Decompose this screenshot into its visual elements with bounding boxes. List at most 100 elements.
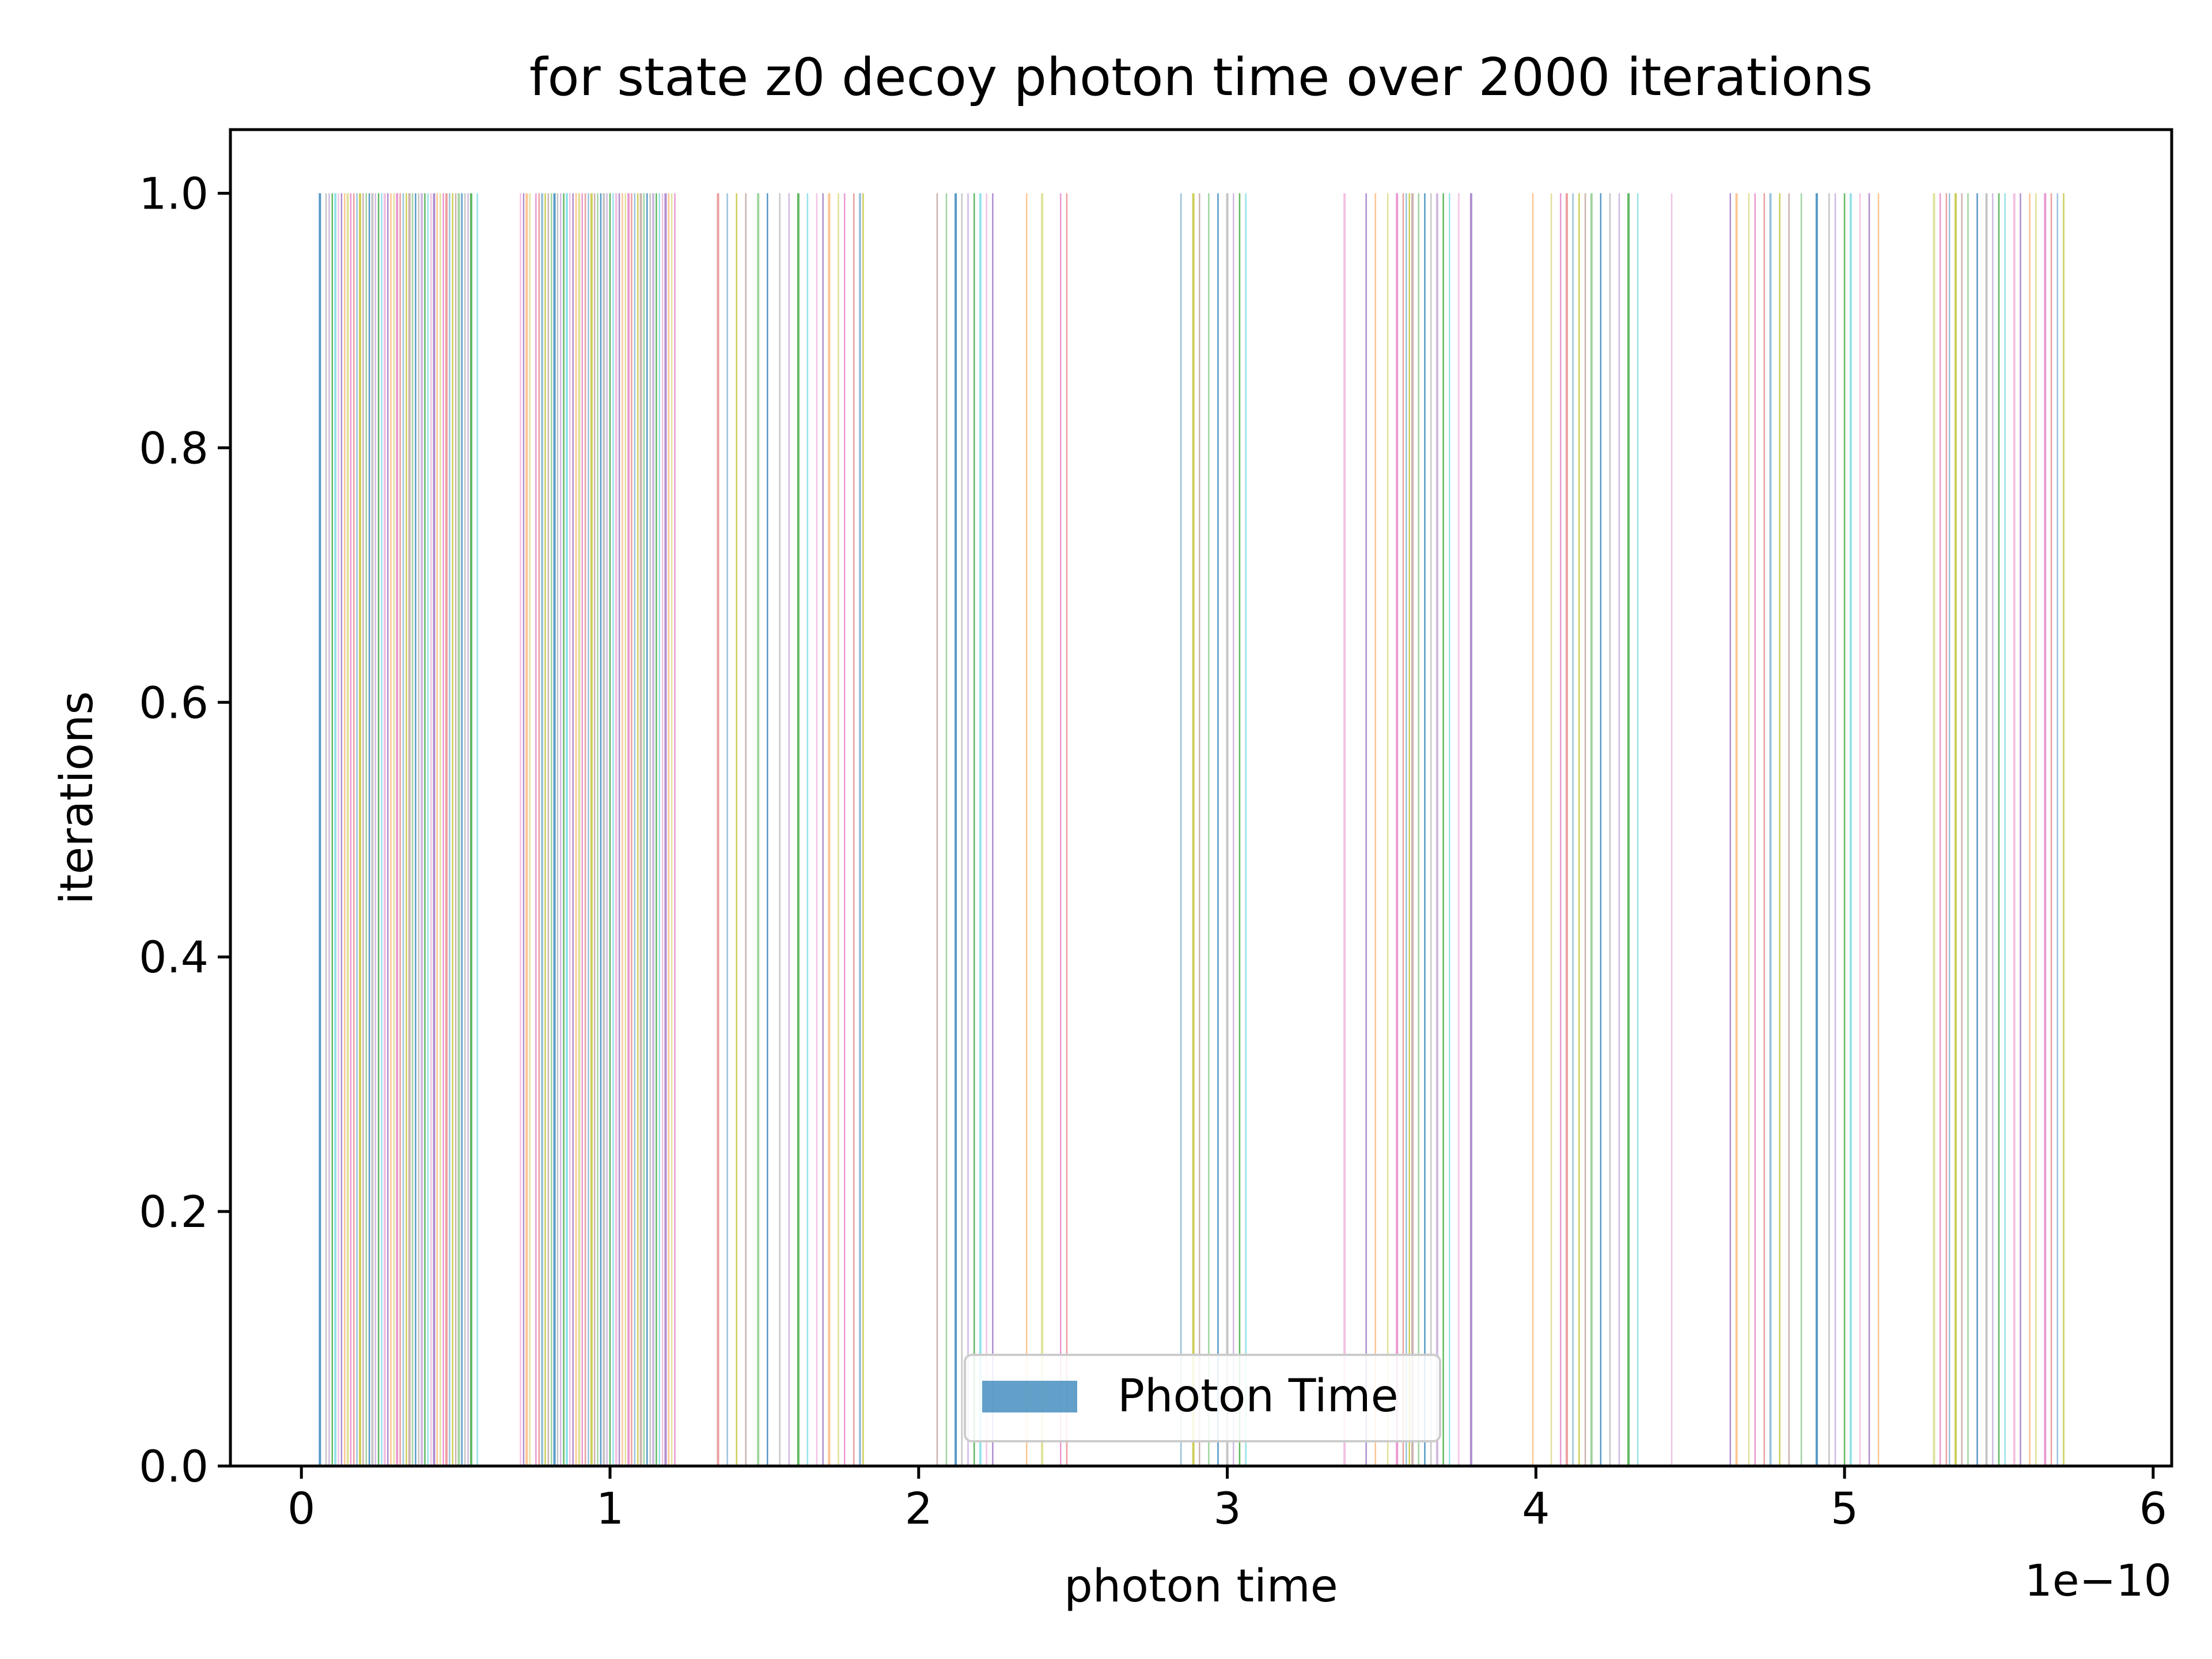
- bar: [649, 193, 651, 1467]
- bar: [955, 193, 957, 1467]
- bar: [658, 193, 660, 1467]
- y-tick-label: 0.8: [139, 422, 209, 474]
- bar: [359, 193, 362, 1467]
- bar: [838, 193, 839, 1467]
- bar: [1578, 193, 1580, 1467]
- bar: [1754, 193, 1756, 1467]
- bar: [606, 193, 608, 1467]
- bar: [346, 193, 349, 1467]
- bar: [661, 193, 664, 1467]
- bar: [1233, 193, 1234, 1467]
- bar: [2050, 193, 2052, 1467]
- bar: [643, 193, 645, 1467]
- bar: [1815, 193, 1818, 1467]
- bar: [652, 193, 655, 1467]
- bar: [843, 193, 846, 1467]
- bar: [1418, 193, 1419, 1467]
- x-tick-label: 3: [1213, 1483, 1241, 1534]
- x-ticks: 0 1 2 3 4 5 6: [287, 1466, 2167, 1534]
- bar: [445, 193, 448, 1467]
- bar: [1618, 193, 1620, 1467]
- bar: [377, 193, 380, 1467]
- bar: [522, 193, 525, 1467]
- bar: [550, 193, 552, 1467]
- bar: [1788, 193, 1790, 1467]
- bar: [560, 193, 562, 1467]
- bar: [1933, 193, 1936, 1467]
- bar: [671, 193, 673, 1467]
- bar: [615, 193, 618, 1467]
- bar: [399, 193, 401, 1467]
- bar: [393, 193, 395, 1467]
- bar: [1226, 193, 1229, 1467]
- bar: [338, 193, 339, 1467]
- bar: [520, 193, 521, 1467]
- bar: [525, 193, 528, 1467]
- bar: [1961, 193, 1963, 1467]
- bar: [858, 193, 861, 1467]
- bar: [979, 193, 982, 1467]
- bar: [1449, 193, 1450, 1467]
- bar: [797, 193, 800, 1467]
- bar: [668, 193, 670, 1467]
- bar: [1458, 193, 1460, 1467]
- bar: [1402, 193, 1404, 1467]
- bar: [538, 193, 540, 1467]
- bar: [1954, 193, 1957, 1467]
- bar: [1217, 193, 1219, 1467]
- bar: [365, 193, 367, 1467]
- bar: [1600, 193, 1602, 1467]
- bar: [436, 193, 438, 1467]
- bar: [424, 193, 426, 1467]
- bar: [457, 193, 460, 1467]
- bar: [427, 193, 429, 1467]
- x-tick-label: 0: [287, 1483, 315, 1534]
- bar: [2063, 193, 2065, 1467]
- bar: [1868, 193, 1870, 1467]
- chart-title: for state z0 decoy photon time over 2000…: [529, 47, 1873, 108]
- bar: [1408, 193, 1410, 1467]
- bar: [415, 193, 416, 1467]
- bar: [1763, 193, 1766, 1467]
- bar: [584, 193, 586, 1467]
- bar: [609, 193, 611, 1467]
- bar: [563, 193, 565, 1467]
- legend-swatch: [982, 1381, 1077, 1412]
- bar: [368, 193, 370, 1467]
- bar: [624, 193, 627, 1467]
- bar: [331, 193, 334, 1467]
- bar: [822, 193, 824, 1467]
- x-tick-label: 6: [2139, 1483, 2167, 1534]
- bar: [572, 193, 574, 1467]
- bar: [464, 193, 466, 1467]
- bar: [406, 193, 407, 1467]
- bar: [1374, 193, 1376, 1467]
- bar: [634, 193, 636, 1467]
- bar: [1406, 193, 1407, 1467]
- bar: [408, 193, 411, 1467]
- bar: [1584, 193, 1586, 1467]
- bar: [454, 193, 457, 1467]
- bar: [992, 193, 994, 1467]
- y-tick-label: 1.0: [139, 168, 209, 219]
- bar: [862, 193, 864, 1467]
- bar: [1343, 193, 1346, 1467]
- bar: [541, 193, 544, 1467]
- bar: [1066, 193, 1068, 1467]
- bar: [631, 193, 632, 1467]
- bar: [553, 193, 556, 1467]
- legend-frame: [964, 1354, 1441, 1442]
- bar: [452, 193, 454, 1467]
- bar: [1939, 193, 1941, 1467]
- bars-layer: [319, 193, 2065, 1467]
- legend-label: Photon Time: [1118, 1370, 1399, 1422]
- bar: [1387, 193, 1389, 1467]
- bar: [383, 193, 386, 1467]
- bar: [1532, 193, 1534, 1467]
- bar: [726, 193, 728, 1467]
- bar: [565, 193, 568, 1467]
- bar: [381, 193, 382, 1467]
- bar: [1365, 193, 1367, 1467]
- x-axis-label: photon time: [1064, 1560, 1338, 1612]
